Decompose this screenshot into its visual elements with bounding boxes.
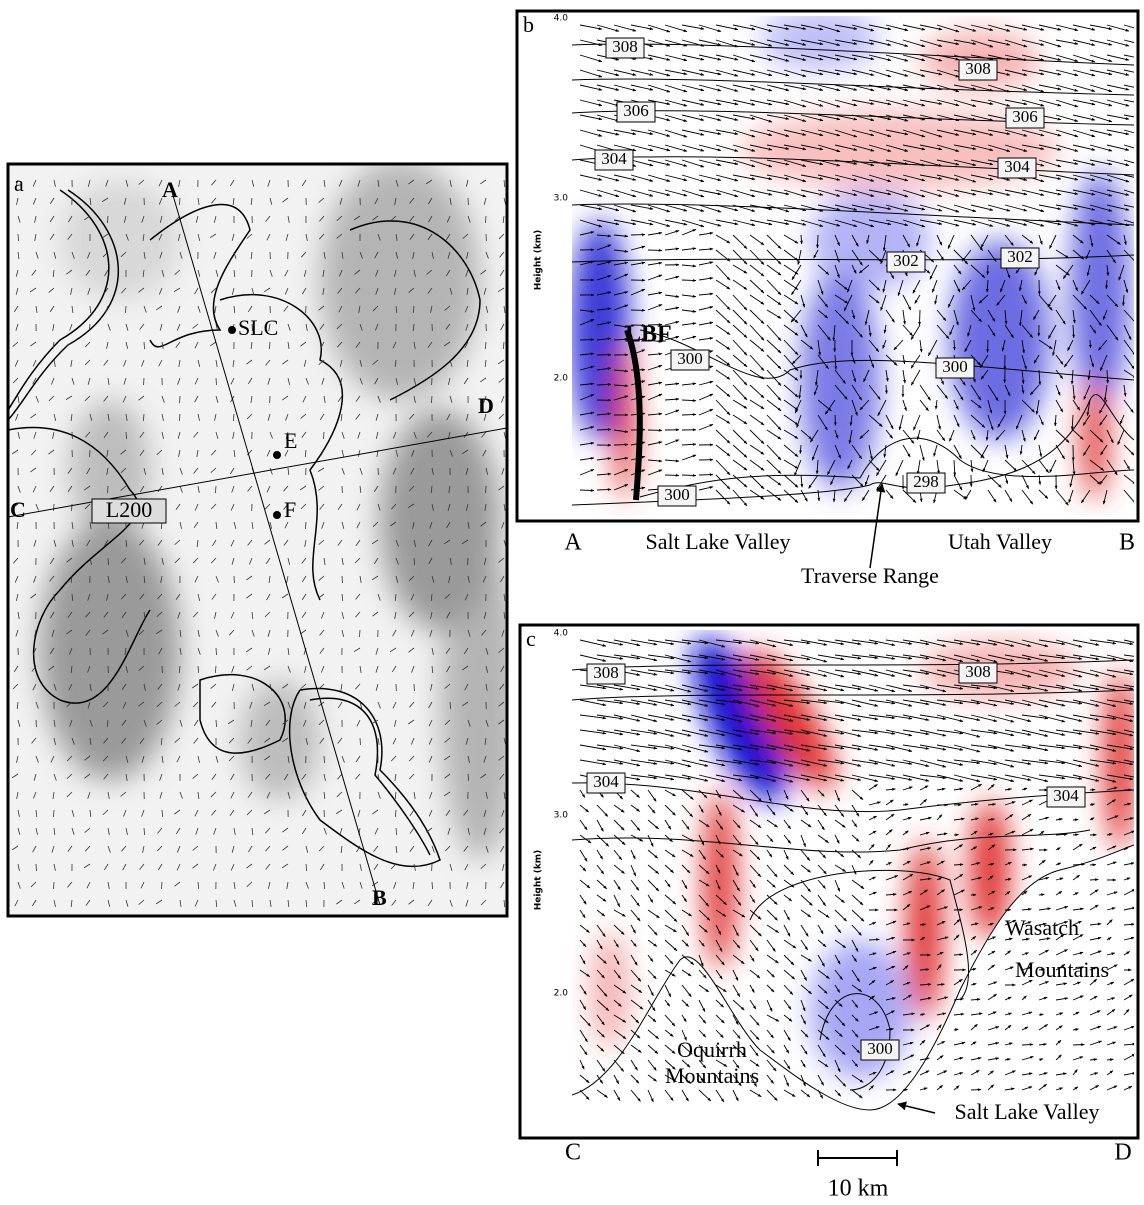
wind-vector <box>869 939 879 940</box>
contour-label: 308 <box>965 59 991 78</box>
wind-vector <box>682 280 696 281</box>
annotation: Oquirrh <box>677 1037 747 1062</box>
wind-vector <box>597 489 611 490</box>
page: {"panel_a": {"label": "a", "points": ["A… <box>0 0 1144 1205</box>
panel-label: b <box>523 12 534 37</box>
contour-label: 304 <box>1004 157 1030 176</box>
wind-vector <box>817 235 818 248</box>
annotation: Salt Lake Valley <box>955 1099 1100 1124</box>
wind-barb <box>323 432 324 439</box>
contour-label: 308 <box>965 662 991 681</box>
contour-label: 304 <box>593 772 619 791</box>
annotation: Mountains <box>1015 957 1109 982</box>
contour-label: L200 <box>106 497 152 522</box>
annotation: Traverse Range <box>801 563 939 588</box>
contour-label: 306 <box>1012 107 1038 126</box>
y-tick-label: 2.0 <box>554 374 569 384</box>
y-axis-title: Height (km) <box>534 850 544 911</box>
contour-label: 298 <box>913 472 939 491</box>
site-e <box>273 451 281 459</box>
contour-label: 302 <box>1007 247 1033 266</box>
point-label: B <box>372 885 387 910</box>
contour-label: 308 <box>593 663 619 682</box>
wind-vector <box>954 864 963 865</box>
wind-vector <box>1073 834 1078 835</box>
section-c <box>572 626 1144 1135</box>
annotation: Wasatch <box>1005 915 1079 940</box>
contour-label: 308 <box>612 37 638 56</box>
y-tick-label: 4.0 <box>554 629 569 639</box>
contour-label: 304 <box>1053 786 1079 805</box>
wind-vector <box>954 954 963 955</box>
x-label: Salt Lake Valley <box>646 529 791 554</box>
point-label: A <box>162 177 178 202</box>
wind-vector <box>1073 1044 1084 1045</box>
x-label: A <box>564 530 582 556</box>
wind-barb <box>144 342 145 349</box>
point-label: D <box>478 393 494 418</box>
wind-vector <box>1073 819 1078 820</box>
panel-label: c <box>526 626 536 651</box>
wind-vector <box>1090 879 1098 880</box>
wind-vector <box>1090 340 1091 348</box>
y-tick-label: 3.0 <box>554 811 569 821</box>
figure: a A B C D SLC E F L200 b 4.0 3.0 2.0 Height (km) c 4.0 3… <box>0 0 1144 1205</box>
section-b <box>570 10 1144 516</box>
scale-label: 10 km <box>828 1176 889 1202</box>
contour-label: 300 <box>867 1039 893 1058</box>
contour-label: 304 <box>601 149 627 168</box>
wind-barb <box>161 882 162 889</box>
contour-label: 300 <box>942 357 968 376</box>
point-label: C <box>10 497 26 522</box>
point-label: E <box>284 428 297 453</box>
x-label: B <box>1119 530 1135 556</box>
site-slc <box>228 326 236 334</box>
y-tick-label: 3.0 <box>554 194 569 204</box>
contour-label: 300 <box>664 485 690 504</box>
wind-barb <box>216 648 217 655</box>
wind-vector <box>580 490 594 491</box>
wind-vector <box>682 414 696 415</box>
map-panel <box>8 160 520 916</box>
annotation: Mountains <box>665 1063 759 1088</box>
y-tick-label: 4.0 <box>554 14 569 24</box>
y-tick-label: 2.0 <box>554 989 569 999</box>
wind-barb <box>269 342 270 349</box>
wind-barb <box>216 720 217 727</box>
wind-vector <box>1022 1044 1033 1045</box>
point-label: SLC <box>238 315 278 340</box>
wind-vector <box>597 429 611 430</box>
point-label: F <box>284 497 296 522</box>
site-f <box>273 511 281 519</box>
x-label: Utah Valley <box>948 529 1052 554</box>
front-label: LBF <box>625 322 672 348</box>
wind-vector <box>919 310 920 325</box>
panel-label: a <box>14 171 24 196</box>
contour-label: 306 <box>623 101 649 120</box>
wind-barb <box>359 630 360 637</box>
scale-bar <box>818 1150 897 1166</box>
x-label: C <box>565 1140 581 1166</box>
wind-barb <box>108 558 109 565</box>
x-label: D <box>1114 1140 1131 1166</box>
y-axis-title: Height (km) <box>534 230 544 291</box>
contour-label: 302 <box>893 251 919 270</box>
wind-barb <box>432 882 433 889</box>
contour-label: 300 <box>677 349 703 368</box>
wind-vector <box>682 475 696 476</box>
